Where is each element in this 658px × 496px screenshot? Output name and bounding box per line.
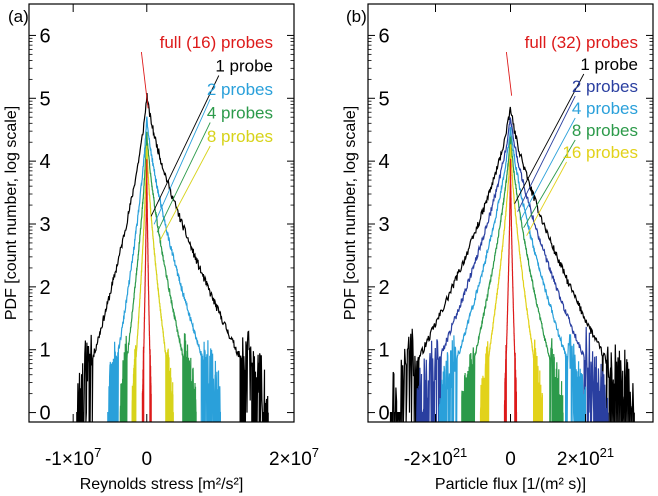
y-tick-label: 2 xyxy=(39,277,50,299)
y-tick-label: 5 xyxy=(39,88,50,110)
legend-leader-line xyxy=(505,51,513,96)
x-axis-label: Particle flux [1/(m² s)] xyxy=(435,476,586,493)
series-line-1-probe xyxy=(76,92,269,423)
y-tick-label: 4 xyxy=(39,151,50,173)
chart-panel-a: 0 1 2 3 4 5 6 -1×107 0 2×107 Reynolds stress [m²/s… xyxy=(3,3,319,493)
panel-label: (a) xyxy=(8,7,29,26)
legend-label: 4 probes xyxy=(207,104,273,123)
y-tick-label: 3 xyxy=(378,214,389,236)
legend-label: 8 probes xyxy=(207,127,273,146)
y-tick-label: 1 xyxy=(39,340,50,362)
y-tick-label: 0 xyxy=(39,403,50,425)
legend-leader-line xyxy=(523,139,576,228)
legend-leader-line xyxy=(140,51,149,109)
x-tick-label: 2×1021 xyxy=(557,445,614,470)
legend-leader-line xyxy=(156,122,211,233)
chart-panel-b: 0 1 2 3 4 5 6 -2×1021 0 2×1021 Particle flux [1/(m… xyxy=(342,3,654,493)
y-tick-label: 1 xyxy=(378,340,389,362)
legend-leader-line xyxy=(159,145,211,241)
legend-leader-line xyxy=(153,98,211,225)
legend-label: 1 probe xyxy=(580,55,638,74)
y-tick-label: 4 xyxy=(378,151,389,173)
y-tick-label: 6 xyxy=(378,25,389,47)
legend-label: 2 probes xyxy=(572,77,638,96)
legend-leader-line xyxy=(514,73,585,204)
series-line-2-probes xyxy=(107,116,221,423)
x-tick-label: 0 xyxy=(505,449,516,470)
legend-label: 8 probes xyxy=(572,121,638,140)
plot-frame xyxy=(28,3,295,423)
legend-leader-line xyxy=(517,95,576,212)
series-line-full-16-probes xyxy=(141,159,152,423)
x-axis-label: Reynolds stress [m²/s²] xyxy=(80,476,244,493)
y-tick-label: 2 xyxy=(378,277,389,299)
x-tick-label: -2×1021 xyxy=(404,445,468,470)
legend-leader-line xyxy=(526,161,567,236)
series-line-2-probes xyxy=(416,117,609,423)
series-line-16-probes xyxy=(479,144,543,423)
legend-label: full (32) probes xyxy=(525,33,638,52)
series-line-8-probes xyxy=(461,135,564,423)
x-tick-label: -1×107 xyxy=(45,445,101,470)
series-line-1-probe xyxy=(389,106,635,423)
y-axis-label: PDF [count number, log scale] xyxy=(3,106,20,320)
legend-leader-line xyxy=(150,75,220,217)
x-tick-label: 0 xyxy=(141,449,152,470)
y-tick-label: 5 xyxy=(378,88,389,110)
series-line-full-32-probes xyxy=(503,158,518,423)
legend-label: full (16) probes xyxy=(160,33,273,52)
y-axis-label: PDF [count number, log scale] xyxy=(342,106,359,320)
series-line-4-probes xyxy=(438,126,587,423)
legend-label: 16 probes xyxy=(562,143,638,162)
y-tick-label: 0 xyxy=(378,403,389,425)
legend-label: 1 probe xyxy=(215,57,273,76)
legend-leader-line xyxy=(520,117,576,220)
y-tick-label: 3 xyxy=(39,214,50,236)
legend-label: 2 probes xyxy=(207,80,273,99)
panel-label: (b) xyxy=(346,7,367,26)
series-line-8-probes xyxy=(131,145,174,423)
x-tick-label: 2×107 xyxy=(269,445,319,470)
series-line-4-probes xyxy=(119,131,197,423)
legend-label: 4 probes xyxy=(572,99,638,118)
y-tick-label: 6 xyxy=(39,25,50,47)
